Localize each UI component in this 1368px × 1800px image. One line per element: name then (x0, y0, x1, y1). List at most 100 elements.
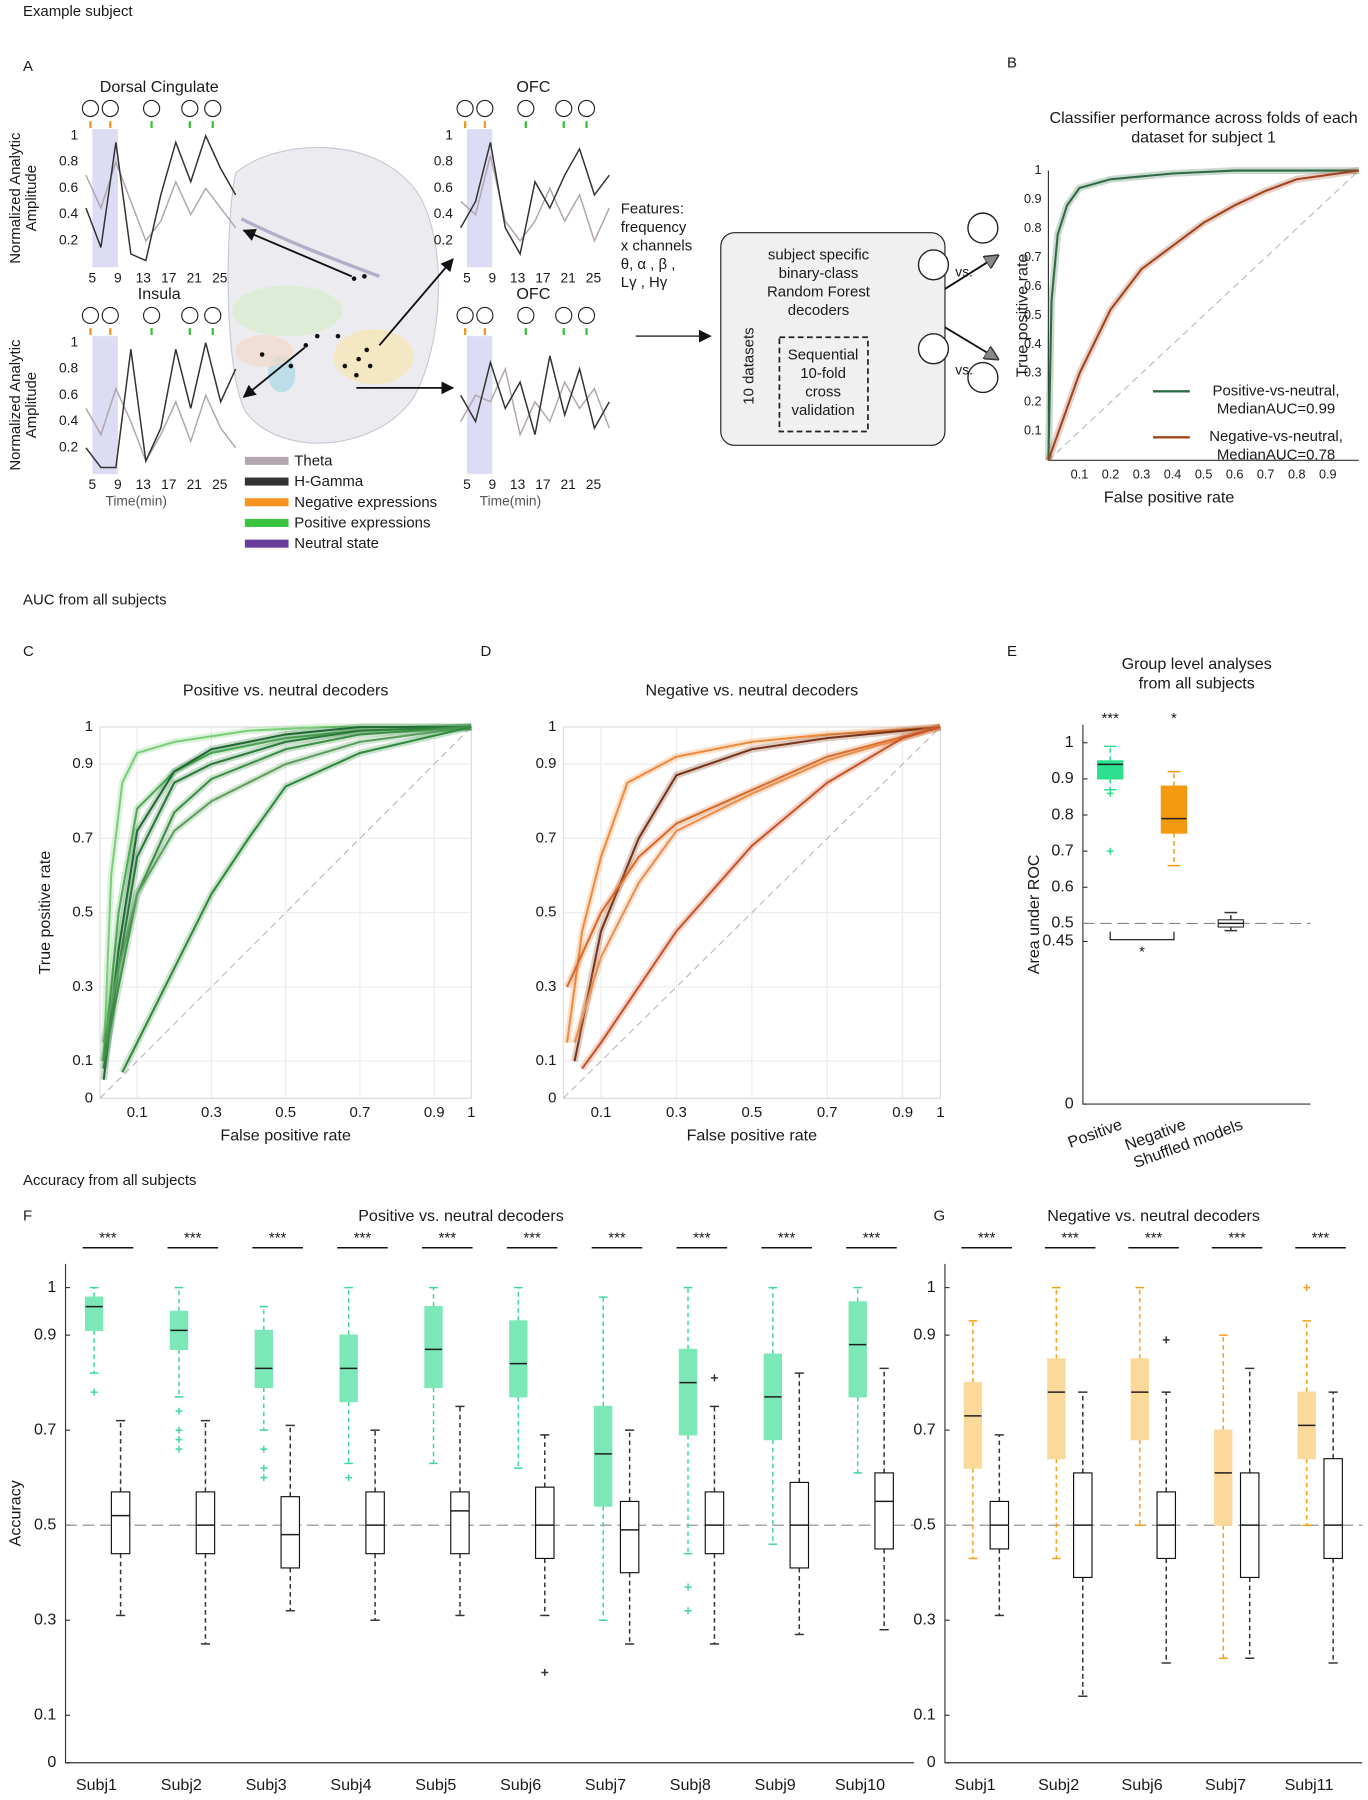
axis-line (1047, 170, 1359, 461)
x-tick-label: 25 (586, 477, 602, 492)
chart-title: from all subjects (1139, 675, 1255, 693)
y-tick-label: 0.8 (1051, 805, 1073, 823)
y-axis-label: Normalized Analytic (7, 339, 24, 471)
x-tick-label: 0.1 (591, 1104, 612, 1121)
y-tick-label: 0.6 (1024, 279, 1042, 293)
y-tick-label: 0.9 (1051, 769, 1073, 787)
outlier (175, 1436, 183, 1444)
x-tick-label: 0.3 (201, 1104, 222, 1121)
x-tick-label: 13 (136, 477, 152, 492)
significance-label: *** (978, 1230, 996, 1247)
box (195, 1491, 216, 1555)
y-tick-label: 0.9 (913, 1325, 935, 1343)
x-tick-label: 5 (463, 270, 471, 285)
y-tick-label: 0.2 (434, 233, 453, 248)
x-tick-label: 17 (535, 270, 550, 285)
y-tick-label: 0.8 (59, 154, 78, 169)
roc-curve (566, 725, 941, 988)
y-axis-label: True positive rate (36, 851, 54, 975)
x-tick-label: Subj2 (1038, 1776, 1079, 1794)
x-tick-label: Subj3 (246, 1776, 287, 1794)
features-text: Features: (621, 201, 684, 218)
x-tick-label: 17 (161, 477, 176, 492)
decoder-text: decoders (788, 302, 849, 319)
chart-title: Group level analyses (1122, 655, 1272, 673)
box (704, 1491, 725, 1555)
y-tick-label: 1 (70, 127, 78, 142)
face-icon (81, 306, 100, 325)
box (450, 1491, 470, 1555)
legend-label: Theta (294, 452, 333, 469)
outlier (541, 1669, 549, 1676)
box (1214, 1429, 1233, 1526)
vs-text: vs. (955, 265, 973, 280)
x-tick-label: 5 (88, 477, 96, 492)
outlier (1106, 847, 1114, 855)
panel-label: G (933, 1208, 945, 1225)
x-tick-label: 0.1 (127, 1104, 148, 1121)
brain-illustration (227, 146, 440, 444)
y-tick-label: 0.1 (536, 1052, 557, 1069)
x-tick-label: Subj7 (1205, 1776, 1246, 1794)
x-tick-label: 21 (561, 270, 576, 285)
outlier (684, 1583, 692, 1591)
panel-label: C (23, 643, 34, 660)
outlier (684, 1607, 692, 1615)
face-icon (181, 99, 199, 118)
y-tick-label: 0.1 (1024, 424, 1042, 438)
box (1130, 1358, 1150, 1441)
x-tick-label: Subj5 (415, 1776, 456, 1794)
x-tick-label: 0.5 (741, 1104, 762, 1121)
chart-title: Positive vs. neutral decoders (358, 1207, 564, 1225)
legend-label: Neutral state (294, 535, 379, 552)
y-tick-label: 0.2 (59, 233, 78, 248)
outlier (260, 1445, 268, 1453)
box (678, 1348, 698, 1436)
box (593, 1405, 613, 1507)
box (424, 1306, 443, 1388)
x-tick-label: 21 (187, 270, 202, 285)
x-tick-label: 0.9 (892, 1104, 913, 1121)
roc-curve (1047, 169, 1359, 461)
significance-label: *** (269, 1230, 287, 1247)
plot-title: OFC (516, 78, 550, 96)
x-tick-label: 5 (88, 270, 96, 285)
legend-swatch (244, 456, 289, 465)
box (280, 1496, 301, 1569)
roc-curve (1047, 169, 1359, 461)
x-tick-label: 0.9 (424, 1104, 445, 1121)
box (535, 1486, 555, 1560)
y-tick-label: 0.5 (536, 904, 557, 921)
box (619, 1500, 640, 1574)
pair-significance: * (1139, 943, 1145, 960)
x-tick-label: 13 (510, 477, 526, 492)
y-tick-label: 0.7 (1051, 841, 1073, 859)
chart-title: Positive vs. neutral decoders (183, 682, 389, 700)
face-icon (101, 99, 119, 118)
y-tick-label: 0.9 (1024, 192, 1042, 206)
y-axis-label: Normalized Analytic (7, 132, 24, 264)
roc-curve (121, 725, 472, 1073)
significance-label: *** (778, 1230, 796, 1247)
y-tick-label: 0.7 (1024, 250, 1042, 264)
y-tick-label: 1 (1034, 163, 1041, 177)
x-tick-label: 9 (488, 270, 496, 285)
features-text: x channels (621, 237, 692, 254)
y-tick-label: 0 (927, 1753, 936, 1771)
x-tick-label: Subj7 (585, 1776, 626, 1794)
y-tick-label: 0.1 (34, 1705, 56, 1723)
significance-label: *** (184, 1230, 202, 1247)
plot-frame (99, 726, 472, 1099)
y-tick-label: 0.4 (59, 413, 78, 428)
y-axis-label: True positive rate (1013, 254, 1031, 378)
y-tick-label: 0.8 (59, 361, 78, 376)
roc-curve (573, 725, 941, 1043)
roc-curve (566, 725, 941, 1043)
roc-curve (581, 725, 941, 1070)
x-axis-label: False positive rate (687, 1126, 818, 1144)
x-tick-label: 0.3 (666, 1104, 687, 1121)
theta-trace (85, 386, 237, 463)
face-icon (577, 99, 596, 118)
outlier (90, 1388, 98, 1396)
box (365, 1491, 385, 1555)
